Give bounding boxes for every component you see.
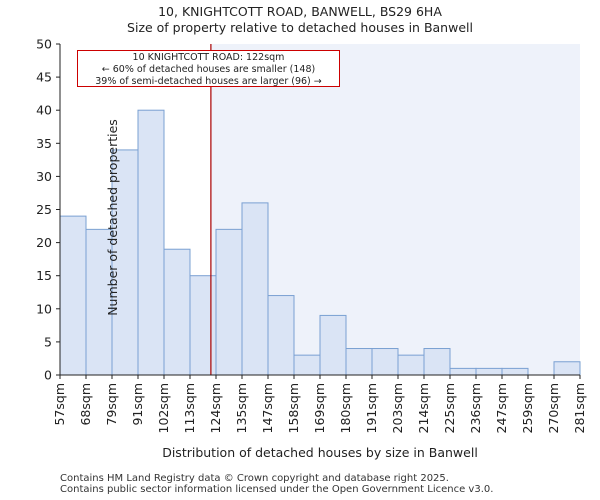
bar-135sqm bbox=[241, 202, 269, 376]
y-tick-label-20: 20 bbox=[36, 235, 52, 250]
x-tick-label-158sqm: 158sqm bbox=[286, 383, 301, 433]
bar-180sqm bbox=[345, 348, 373, 376]
bar-236sqm bbox=[475, 367, 503, 376]
annotation-line2: ← 60% of detached houses are smaller (14… bbox=[101, 64, 316, 75]
bar-214sqm bbox=[423, 348, 451, 376]
y-tick-label-0: 0 bbox=[44, 368, 52, 383]
y-tick-label-35: 35 bbox=[36, 136, 52, 151]
y-tick-label-50: 50 bbox=[36, 37, 52, 52]
bar-102sqm bbox=[163, 248, 191, 376]
bar-203sqm bbox=[397, 354, 425, 376]
y-tick-label-25: 25 bbox=[36, 202, 52, 217]
x-tick-label-203sqm: 203sqm bbox=[390, 383, 405, 433]
x-tick-label-191sqm: 191sqm bbox=[364, 383, 379, 433]
annotation-line3: 39% of semi-detached houses are larger (… bbox=[95, 76, 322, 87]
y-tick-label-15: 15 bbox=[36, 268, 52, 283]
property-annotation-box: 10 KNIGHTCOTT ROAD: 122sqm ← 60% of deta… bbox=[77, 50, 340, 87]
y-axis-label: Number of detached properties bbox=[104, 119, 120, 316]
bar-91sqm bbox=[137, 109, 165, 376]
y-tick-label-10: 10 bbox=[36, 301, 52, 316]
bar-169sqm bbox=[319, 314, 347, 376]
y-tick-label-40: 40 bbox=[36, 103, 52, 118]
x-tick-label-124sqm: 124sqm bbox=[208, 383, 223, 433]
chart-title-line1: 10, KNIGHTCOTT ROAD, BANWELL, BS29 6HA bbox=[158, 4, 442, 19]
bar-191sqm bbox=[371, 348, 399, 376]
footer-line1: Contains HM Land Registry data © Crown c… bbox=[60, 473, 449, 484]
bar-124sqm bbox=[215, 228, 243, 376]
bar-225sqm bbox=[449, 367, 477, 376]
x-tick-label-113sqm: 113sqm bbox=[182, 383, 197, 433]
x-tick-label-147sqm: 147sqm bbox=[260, 383, 275, 433]
bar-57sqm bbox=[59, 215, 87, 376]
bar-147sqm bbox=[267, 295, 295, 376]
x-tick-label-247sqm: 247sqm bbox=[494, 383, 509, 433]
bar-158sqm bbox=[293, 354, 321, 376]
bar-79sqm bbox=[111, 149, 139, 376]
y-tick-label-30: 30 bbox=[36, 169, 52, 184]
y-tick-label-5: 5 bbox=[44, 334, 52, 349]
annotation-line1: 10 KNIGHTCOTT ROAD: 122sqm bbox=[132, 52, 285, 63]
footer-line2: Contains public sector information licen… bbox=[60, 484, 494, 495]
x-tick-label-79sqm: 79sqm bbox=[104, 383, 119, 426]
bar-270sqm bbox=[553, 361, 581, 376]
x-tick-label-225sqm: 225sqm bbox=[442, 383, 457, 433]
x-tick-label-180sqm: 180sqm bbox=[338, 383, 353, 433]
x-tick-label-102sqm: 102sqm bbox=[156, 383, 171, 433]
x-tick-label-259sqm: 259sqm bbox=[520, 383, 535, 433]
x-tick-label-281sqm: 281sqm bbox=[572, 383, 587, 433]
x-tick-label-91sqm: 91sqm bbox=[130, 383, 145, 426]
x-tick-label-169sqm: 169sqm bbox=[312, 383, 327, 433]
chart-title-line2: Size of property relative to detached ho… bbox=[127, 20, 473, 35]
x-tick-label-57sqm: 57sqm bbox=[52, 383, 67, 426]
x-tick-label-270sqm: 270sqm bbox=[546, 383, 561, 433]
x-tick-label-135sqm: 135sqm bbox=[234, 383, 249, 433]
x-tick-label-214sqm: 214sqm bbox=[416, 383, 431, 433]
x-axis-label: Distribution of detached houses by size … bbox=[162, 445, 478, 460]
bar-68sqm bbox=[85, 228, 113, 376]
bar-113sqm bbox=[189, 275, 217, 376]
bar-247sqm bbox=[501, 367, 529, 376]
y-tick-label-45: 45 bbox=[36, 70, 52, 85]
x-tick-label-236sqm: 236sqm bbox=[468, 383, 483, 433]
x-tick-label-68sqm: 68sqm bbox=[78, 383, 93, 426]
